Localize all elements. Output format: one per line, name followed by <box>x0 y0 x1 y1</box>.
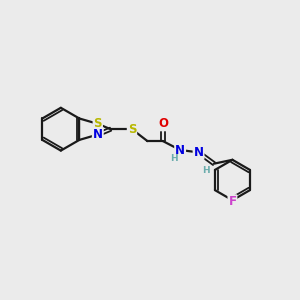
Text: S: S <box>94 117 102 130</box>
Text: N: N <box>93 128 103 141</box>
Text: N: N <box>175 143 185 157</box>
Text: O: O <box>158 117 168 130</box>
Text: S: S <box>128 123 136 136</box>
Text: F: F <box>228 195 236 208</box>
Text: N: N <box>194 146 204 159</box>
Text: H: H <box>170 154 177 163</box>
Text: H: H <box>202 166 209 175</box>
